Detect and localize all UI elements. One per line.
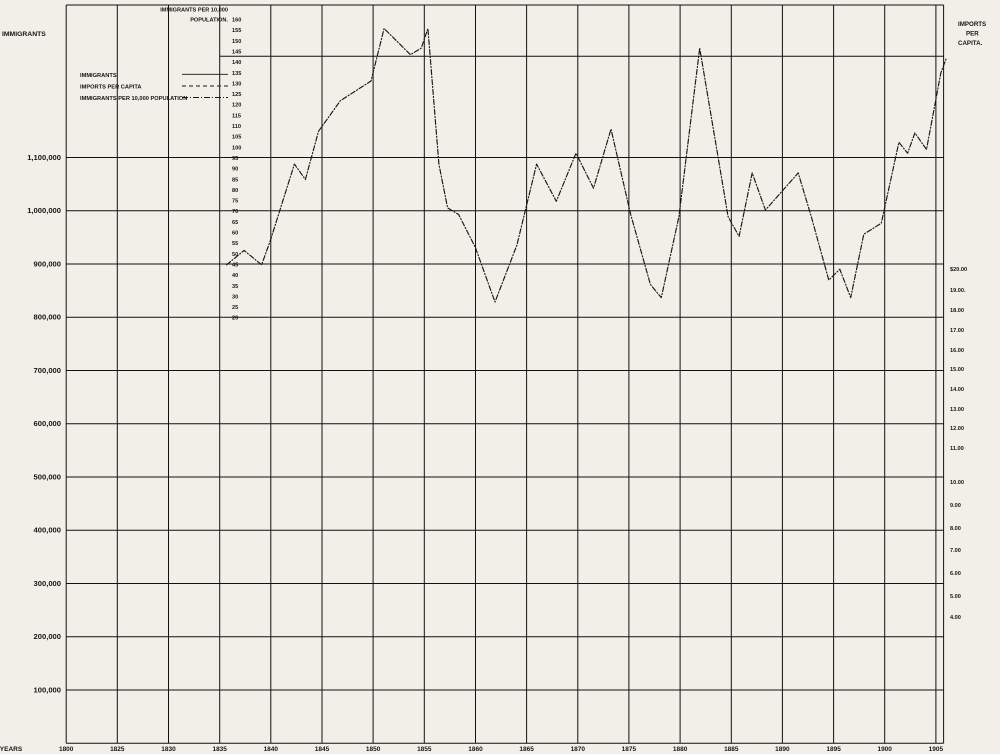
svg-text:50: 50 bbox=[232, 252, 238, 258]
svg-text:IMMIGRANTS: IMMIGRANTS bbox=[80, 73, 117, 79]
svg-text:130: 130 bbox=[232, 81, 241, 87]
svg-text:30: 30 bbox=[232, 294, 238, 300]
svg-text:100: 100 bbox=[232, 145, 241, 151]
svg-text:13.00: 13.00 bbox=[950, 407, 964, 413]
svg-text:125: 125 bbox=[232, 92, 241, 98]
svg-text:16.00: 16.00 bbox=[950, 348, 964, 354]
svg-text:35: 35 bbox=[232, 284, 238, 290]
svg-text:1850: 1850 bbox=[366, 746, 381, 753]
svg-text:5.00: 5.00 bbox=[950, 594, 961, 600]
svg-text:1875: 1875 bbox=[622, 746, 637, 753]
svg-text:600,000: 600,000 bbox=[34, 419, 61, 428]
svg-text:200,000: 200,000 bbox=[34, 632, 61, 641]
svg-text:85: 85 bbox=[232, 177, 238, 183]
svg-text:17.00: 17.00 bbox=[950, 328, 964, 334]
svg-text:45: 45 bbox=[232, 263, 238, 269]
svg-text:105: 105 bbox=[232, 135, 241, 141]
svg-text:YEARS: YEARS bbox=[0, 746, 23, 753]
svg-text:1870: 1870 bbox=[571, 746, 586, 753]
svg-text:1895: 1895 bbox=[826, 746, 841, 753]
svg-text:1830: 1830 bbox=[161, 746, 176, 753]
svg-text:1885: 1885 bbox=[724, 746, 739, 753]
svg-text:40: 40 bbox=[232, 273, 238, 279]
svg-text:6.00: 6.00 bbox=[950, 571, 961, 577]
svg-text:1860: 1860 bbox=[468, 746, 483, 753]
svg-text:100,000: 100,000 bbox=[34, 686, 61, 695]
svg-text:1890: 1890 bbox=[775, 746, 790, 753]
svg-text:60: 60 bbox=[232, 231, 238, 237]
svg-text:1835: 1835 bbox=[212, 746, 227, 753]
svg-text:1880: 1880 bbox=[673, 746, 688, 753]
svg-text:8.00: 8.00 bbox=[950, 526, 961, 532]
svg-text:1865: 1865 bbox=[519, 746, 534, 753]
svg-text:140: 140 bbox=[232, 60, 241, 66]
svg-text:9.00: 9.00 bbox=[950, 503, 961, 509]
svg-text:1855: 1855 bbox=[417, 746, 432, 753]
svg-text:11.00: 11.00 bbox=[950, 446, 964, 452]
svg-text:300,000: 300,000 bbox=[34, 579, 61, 588]
svg-text:19.00.: 19.00. bbox=[950, 288, 966, 294]
svg-text:700,000: 700,000 bbox=[34, 366, 61, 375]
svg-text:55: 55 bbox=[232, 241, 238, 247]
svg-text:IMMIGRANTS PER 10,000 POPULATI: IMMIGRANTS PER 10,000 POPULATION bbox=[80, 96, 187, 102]
svg-text:95: 95 bbox=[232, 156, 238, 162]
svg-text:115: 115 bbox=[232, 113, 241, 119]
svg-text:1,100,000: 1,100,000 bbox=[27, 153, 61, 162]
svg-text:7.00: 7.00 bbox=[950, 548, 961, 554]
svg-text:135: 135 bbox=[232, 71, 241, 77]
svg-text:POPULATION.: POPULATION. bbox=[190, 18, 228, 24]
svg-text:1825: 1825 bbox=[110, 746, 125, 753]
svg-text:$20.00: $20.00 bbox=[950, 267, 967, 273]
svg-text:4.00: 4.00 bbox=[950, 615, 961, 621]
svg-text:90: 90 bbox=[232, 167, 238, 173]
svg-text:120: 120 bbox=[232, 103, 241, 109]
svg-text:70: 70 bbox=[232, 209, 238, 215]
svg-text:160: 160 bbox=[232, 18, 241, 24]
svg-text:400,000: 400,000 bbox=[34, 526, 61, 535]
svg-text:80: 80 bbox=[232, 188, 238, 194]
svg-text:CAPITA.: CAPITA. bbox=[958, 40, 983, 47]
svg-text:1,000,000: 1,000,000 bbox=[27, 206, 61, 215]
svg-text:IMMIGRANTS PER 10,000: IMMIGRANTS PER 10,000 bbox=[160, 8, 228, 14]
svg-text:1845: 1845 bbox=[315, 746, 330, 753]
svg-text:145: 145 bbox=[232, 50, 241, 56]
svg-text:150: 150 bbox=[232, 39, 241, 45]
svg-text:900,000: 900,000 bbox=[34, 260, 61, 269]
svg-text:IMMIGRANTS: IMMIGRANTS bbox=[2, 31, 46, 38]
svg-text:IMPORTS PER CAPITA: IMPORTS PER CAPITA bbox=[80, 85, 142, 91]
svg-text:12.00: 12.00 bbox=[950, 426, 964, 432]
svg-text:1900: 1900 bbox=[877, 746, 892, 753]
svg-text:PER: PER bbox=[966, 31, 979, 38]
svg-text:110: 110 bbox=[232, 124, 241, 130]
svg-text:1840: 1840 bbox=[264, 746, 279, 753]
svg-text:65: 65 bbox=[232, 220, 238, 226]
svg-text:20: 20 bbox=[232, 316, 238, 322]
svg-text:18.00: 18.00 bbox=[950, 308, 964, 314]
svg-text:25: 25 bbox=[232, 305, 238, 311]
svg-text:155: 155 bbox=[232, 28, 241, 34]
svg-text:500,000: 500,000 bbox=[34, 473, 61, 482]
svg-text:1905: 1905 bbox=[929, 746, 944, 753]
svg-text:800,000: 800,000 bbox=[34, 313, 61, 322]
svg-text:14.00: 14.00 bbox=[950, 387, 964, 393]
svg-text:IMPORTS: IMPORTS bbox=[958, 21, 986, 28]
svg-text:10.00: 10.00 bbox=[950, 480, 964, 486]
svg-text:15.00: 15.00 bbox=[950, 367, 964, 373]
svg-text:1800: 1800 bbox=[59, 746, 74, 753]
svg-text:75: 75 bbox=[232, 199, 238, 205]
